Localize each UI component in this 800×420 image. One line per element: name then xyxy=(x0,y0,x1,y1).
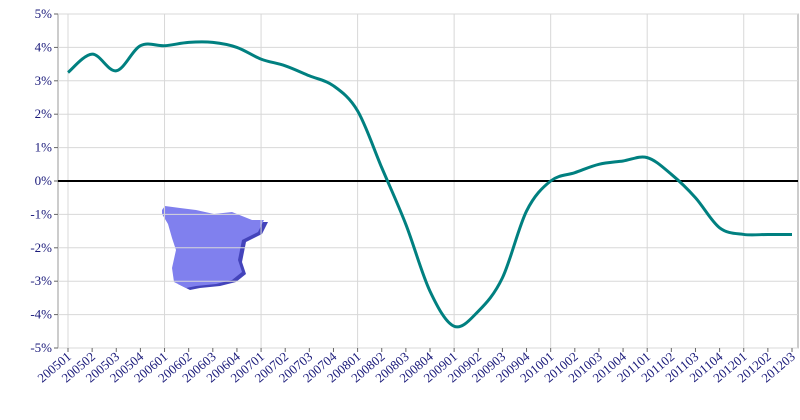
y-tick-label: 0% xyxy=(35,173,53,188)
y-tick-label: 2% xyxy=(35,106,53,121)
y-tick-label: -5% xyxy=(30,340,52,355)
y-tick-label: -4% xyxy=(30,307,52,322)
y-tick-label: 5% xyxy=(35,6,53,21)
y-tick-label: -1% xyxy=(30,206,52,221)
y-tick-label: 3% xyxy=(35,73,53,88)
y-tick-label: -3% xyxy=(30,273,52,288)
spain-map xyxy=(162,206,268,290)
y-tick-label: -2% xyxy=(30,240,52,255)
series-line xyxy=(67,40,792,329)
y-tick-label: 4% xyxy=(35,39,53,54)
y-tick-label: 1% xyxy=(35,140,53,155)
